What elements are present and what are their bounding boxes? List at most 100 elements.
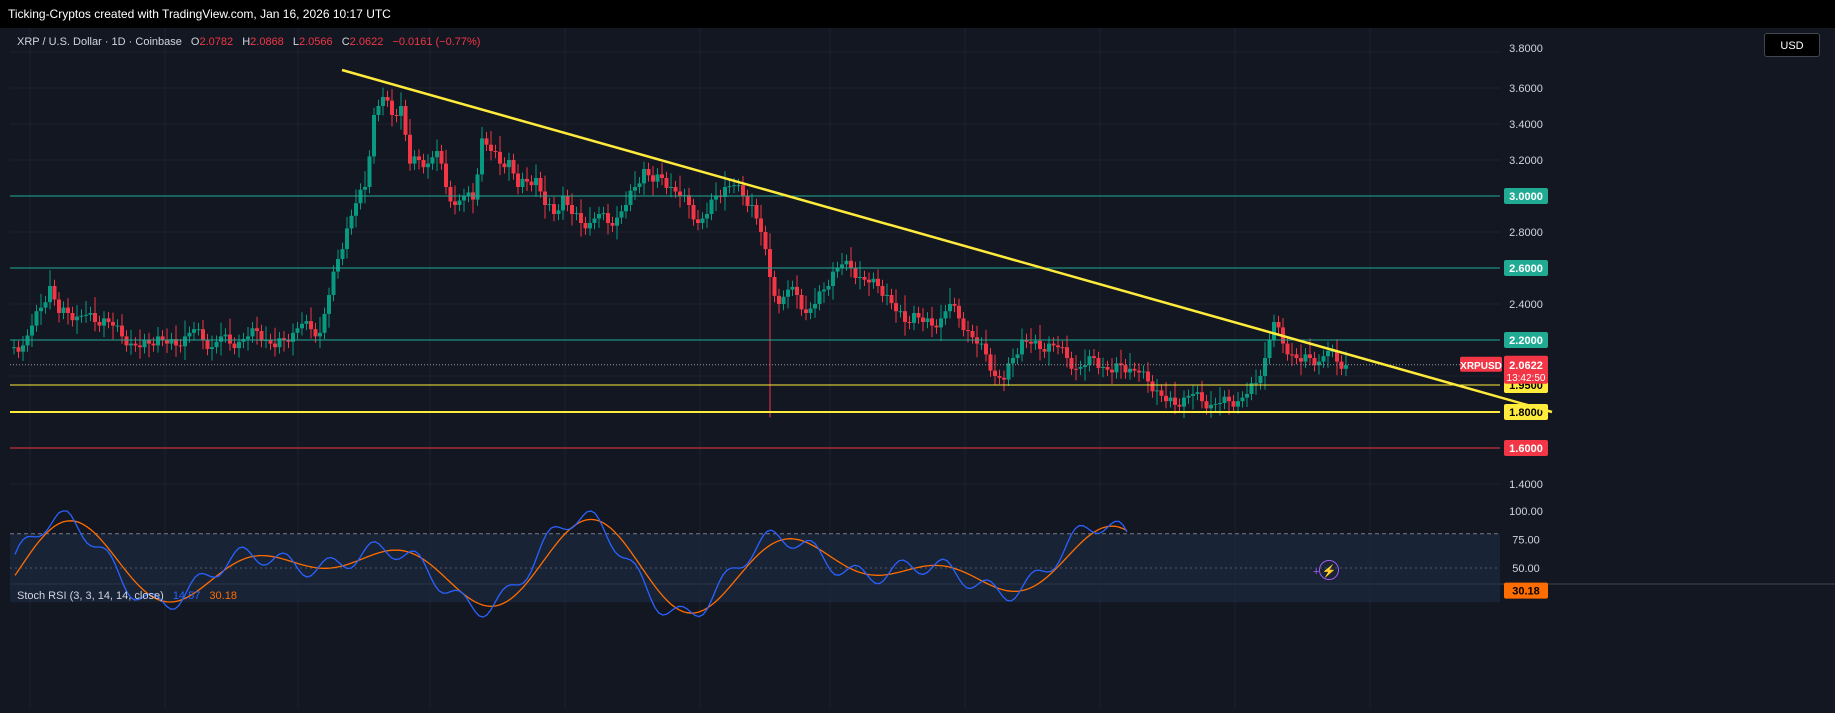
current-price-badge <box>1504 355 1548 384</box>
candle-body <box>1177 404 1182 407</box>
candle-body <box>1042 349 1047 352</box>
candle-body <box>426 163 430 168</box>
candle-body <box>282 338 286 340</box>
stoch-d-value: 30.18 <box>209 590 237 602</box>
candle-body <box>1263 358 1267 376</box>
level-label: 1.6000 <box>1509 443 1543 455</box>
candle-body <box>1200 392 1204 402</box>
candle-body <box>624 205 628 212</box>
candle-body <box>250 328 255 337</box>
stoch-d-badge-label: 30.18 <box>1512 586 1540 598</box>
candle-body <box>1119 363 1123 366</box>
candle-body <box>291 332 295 342</box>
candle-body <box>898 311 903 313</box>
candle-body <box>466 192 471 196</box>
candle-body <box>628 190 633 205</box>
candle-body <box>318 332 322 337</box>
candle-body <box>277 338 282 348</box>
candle-body <box>772 277 777 296</box>
candle-body <box>534 178 538 186</box>
candle-body <box>273 343 277 348</box>
currency-button[interactable]: USD <box>1764 33 1820 57</box>
candle-body <box>1006 363 1011 380</box>
plus-icon: + <box>1313 566 1320 578</box>
candle-body <box>763 232 768 250</box>
candle-body <box>736 185 741 187</box>
candle-body <box>201 329 205 340</box>
candle-body <box>1123 365 1128 373</box>
level-label: 2.6000 <box>1509 263 1543 275</box>
candle-body <box>196 329 201 331</box>
candle-body <box>178 345 183 347</box>
candle-body <box>1114 363 1119 373</box>
candle-body <box>214 341 219 348</box>
level-label: 2.2000 <box>1509 335 1543 347</box>
chart-area[interactable]: 3.0000 2.6000 2.2000 1.9500 1.8000 1.6000 3.60… <box>10 28 1835 708</box>
candle-body <box>1083 365 1087 367</box>
candle-body <box>799 295 804 310</box>
close-value: 2.0622 <box>349 36 384 48</box>
candle-body <box>660 174 664 178</box>
candle-body <box>1227 396 1231 402</box>
candle-body <box>727 186 732 188</box>
candle-body <box>732 185 736 187</box>
candle-body <box>1294 354 1299 358</box>
candle-body <box>916 313 921 318</box>
candle-body <box>813 304 817 309</box>
candle-body <box>444 163 448 187</box>
candle-body <box>1240 397 1245 402</box>
candle-body <box>993 370 997 376</box>
lightning-icon[interactable]: ⚡ <box>1319 560 1339 580</box>
candle-body <box>1002 377 1006 380</box>
candle-body <box>1146 371 1150 382</box>
candle-body <box>1317 361 1321 366</box>
candle-body <box>1209 404 1213 409</box>
candle-body <box>493 151 498 152</box>
candle-body <box>691 205 696 220</box>
candle-body <box>336 259 340 272</box>
stoch-k-value: 14.57 <box>172 590 201 602</box>
candle-body <box>165 340 169 344</box>
candle-body <box>840 264 844 268</box>
candle-body <box>399 106 403 116</box>
stoch-d-badge <box>1504 582 1548 599</box>
candle-body <box>1258 376 1263 384</box>
candle-body <box>1074 368 1078 370</box>
candle-body <box>579 213 583 223</box>
candle-body <box>1141 371 1146 373</box>
open-label: O <box>190 36 200 48</box>
candle-body <box>1137 370 1141 373</box>
candle-body <box>354 203 358 216</box>
candle-body <box>304 321 309 324</box>
price-chart[interactable]: 3.00002.60002.20001.95001.80001.60003.60… <box>10 28 1835 708</box>
candle-body <box>169 339 174 344</box>
candle-body <box>376 106 381 115</box>
price-tick-label: 3.4000 <box>1509 119 1543 131</box>
candle-body <box>345 228 349 250</box>
candle-body <box>957 305 961 319</box>
candle-body <box>331 271 336 295</box>
candle-body <box>844 260 849 265</box>
candle-body <box>781 296 786 304</box>
candle-body <box>745 196 750 206</box>
candle-body <box>120 325 124 337</box>
low-label: L <box>292 36 299 48</box>
candle-body <box>246 336 250 340</box>
level-badge <box>1504 332 1548 348</box>
candle-body <box>268 340 273 344</box>
candle-body <box>1285 343 1290 355</box>
candle-body <box>741 185 745 196</box>
candle-body <box>943 311 948 319</box>
candle-body <box>21 345 25 352</box>
candle-body <box>759 218 763 232</box>
trendline <box>341 68 1553 414</box>
candle-body <box>826 286 831 290</box>
candle-body <box>525 178 529 182</box>
candle-body <box>795 286 799 295</box>
candle-body <box>637 183 642 187</box>
candle-body <box>606 213 610 223</box>
current-price-label: 2.0622 <box>1509 360 1543 372</box>
candle-body <box>403 106 408 135</box>
candle-body <box>997 376 1002 378</box>
candle-body <box>205 340 210 349</box>
